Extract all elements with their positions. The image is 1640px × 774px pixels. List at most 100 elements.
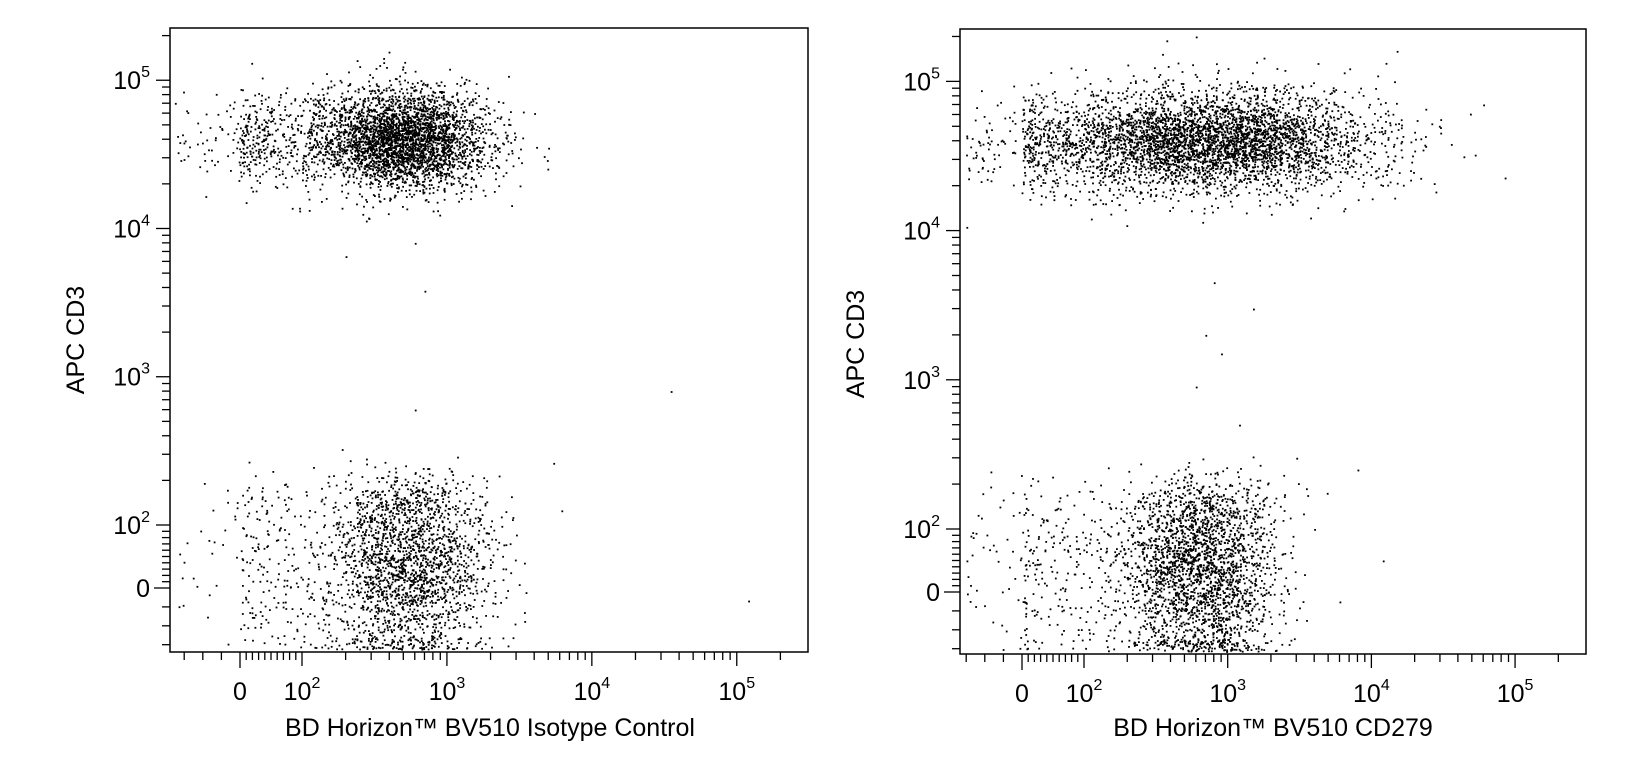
event-dot (410, 95, 413, 97)
event-dot (372, 96, 375, 99)
event-dot (341, 92, 344, 95)
event-dot (494, 603, 497, 605)
event-dot (383, 164, 386, 167)
event-dot (422, 114, 424, 117)
event-dot (424, 156, 427, 159)
event-dot (409, 140, 411, 143)
event-dot (425, 187, 428, 190)
event-dot (363, 106, 366, 109)
y-tick-label: 103 (113, 361, 150, 392)
event-dot (363, 171, 365, 174)
event-dot (269, 133, 271, 136)
event-dot (426, 528, 428, 530)
event-dot (401, 138, 403, 141)
event-dot (478, 517, 481, 520)
event-dot (183, 142, 186, 145)
event-dot (354, 642, 356, 645)
event-dot (464, 120, 466, 122)
event-dot (332, 163, 335, 166)
event-dot (344, 128, 346, 131)
event-dot (362, 608, 365, 611)
event-dot (459, 146, 461, 149)
event-dot (381, 539, 384, 542)
event-dot (381, 97, 384, 100)
event-dot (391, 118, 394, 121)
event-dot (405, 536, 407, 539)
event-dot (426, 139, 428, 142)
event-dot (347, 146, 350, 148)
event-dot (402, 111, 405, 114)
event-dot (378, 119, 380, 122)
event-dot (400, 601, 403, 604)
event-dot (358, 509, 361, 511)
event-dot (330, 146, 332, 149)
event-dot (291, 175, 293, 178)
event-dot (413, 144, 415, 147)
event-dot (413, 154, 416, 157)
event-dot (410, 151, 413, 153)
event-dot (423, 136, 426, 139)
event-dot (392, 507, 395, 510)
event-dot (369, 579, 372, 581)
event-dot (483, 153, 486, 156)
event-dot (400, 146, 403, 148)
event-dot (422, 605, 425, 608)
event-dot (468, 136, 471, 139)
event-dot (468, 549, 471, 551)
event-dot (419, 91, 422, 94)
event-dot (356, 120, 359, 123)
event-dot (408, 157, 411, 160)
event-dot (352, 125, 355, 127)
event-dot (325, 103, 328, 105)
event-dot (267, 119, 270, 122)
event-dot (412, 160, 415, 162)
event-dot (495, 538, 497, 541)
event-dot (414, 581, 417, 584)
event-dot (448, 546, 451, 549)
event-dot (457, 638, 460, 641)
event-dot (393, 140, 396, 143)
event-dot (384, 509, 387, 511)
event-dot (367, 164, 370, 167)
event-dot (398, 137, 400, 139)
event-dot (435, 164, 438, 167)
event-dot (390, 178, 393, 181)
event-dot (419, 156, 421, 159)
event-dot (433, 525, 435, 528)
event-dot (279, 118, 282, 120)
event-dot (319, 103, 322, 106)
event-dot (344, 146, 346, 149)
event-dot (404, 180, 407, 183)
x-tick-label: 105 (718, 675, 755, 706)
event-dot (294, 141, 297, 143)
event-dot (439, 550, 442, 552)
event-dot (456, 537, 458, 540)
event-dot (381, 501, 383, 504)
event-dot (410, 171, 413, 174)
event-dot (412, 100, 415, 103)
event-dot (395, 131, 398, 133)
event-dot (441, 598, 443, 600)
event-dot (394, 78, 397, 80)
event-dot (394, 162, 397, 164)
event-dot (368, 111, 371, 113)
event-dot (470, 140, 472, 143)
event-dot (369, 104, 371, 107)
event-dot (379, 118, 381, 120)
event-dot (311, 148, 313, 151)
event-dot (487, 128, 490, 131)
event-dot (442, 144, 445, 146)
event-dot (383, 144, 386, 146)
event-dot (302, 109, 305, 112)
event-dot (441, 140, 443, 143)
event-dot (262, 140, 265, 143)
event-dot (404, 108, 406, 111)
event-dot (405, 131, 408, 134)
event-dot (431, 538, 434, 541)
event-dot (406, 157, 409, 160)
event-dot (442, 155, 445, 157)
event-dot (351, 96, 353, 99)
event-dot (445, 163, 448, 165)
event-dot (398, 624, 400, 627)
event-dot (398, 171, 401, 174)
